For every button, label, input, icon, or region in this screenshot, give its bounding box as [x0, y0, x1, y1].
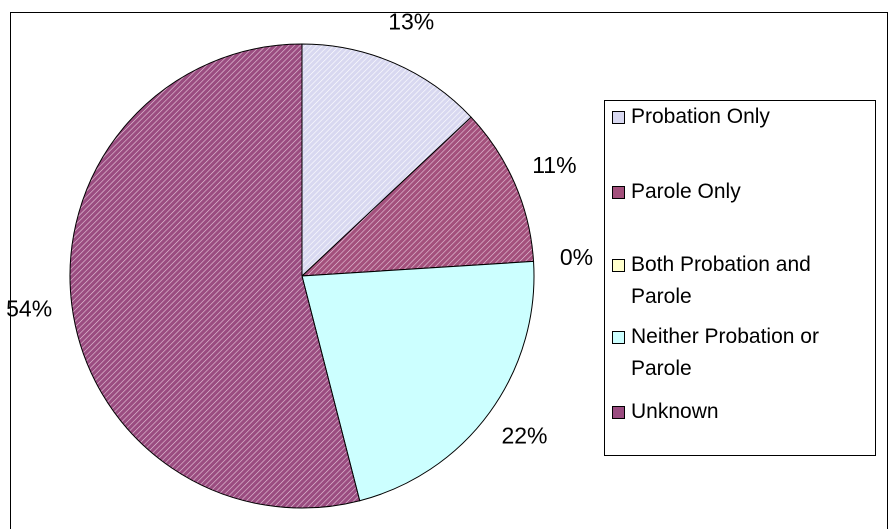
pie-slice	[300, 116, 535, 277]
data-label: 13%	[388, 9, 434, 35]
legend-swatch	[612, 406, 625, 419]
pie-slice	[69, 43, 361, 509]
legend-label: Both Probation and Parole	[631, 253, 811, 308]
legend-label: Probation Only	[631, 105, 770, 128]
data-label: 0%	[560, 244, 593, 270]
pie-slice	[301, 43, 472, 278]
data-label: 22%	[501, 423, 547, 449]
data-label: 54%	[6, 296, 52, 322]
legend-label: Neither Probation or Parole	[631, 325, 819, 380]
legend: Probation Only Parole Only Both Probation …	[604, 100, 876, 456]
legend-item: Probation Only	[612, 101, 867, 133]
pie-slice	[301, 260, 535, 502]
legend-swatch	[612, 186, 625, 199]
legend-swatch	[612, 111, 625, 124]
legend-item: Neither Probation or Parole	[612, 321, 867, 385]
legend-swatch	[612, 259, 625, 272]
legend-label: Unknown	[631, 400, 719, 423]
legend-item: Parole Only	[612, 176, 867, 208]
legend-label: Parole Only	[631, 180, 741, 203]
legend-swatch	[612, 331, 625, 344]
legend-item: Unknown	[612, 396, 867, 428]
legend-item: Both Probation and Parole	[612, 249, 867, 313]
data-label: 11%	[532, 152, 576, 178]
